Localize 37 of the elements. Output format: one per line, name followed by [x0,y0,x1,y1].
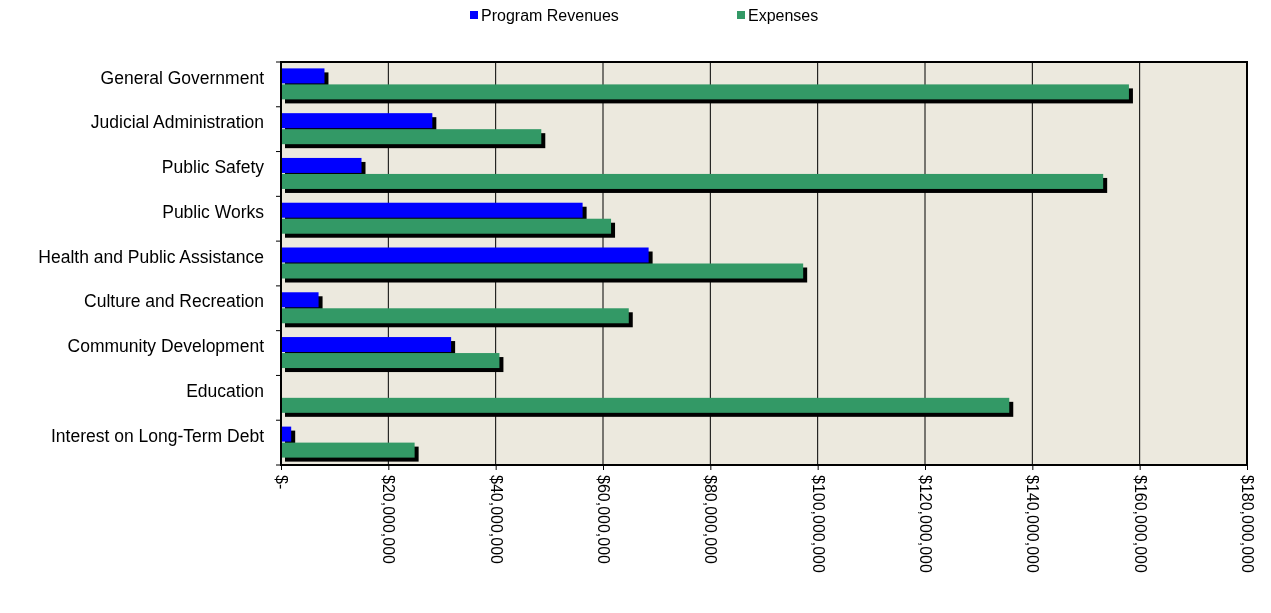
bar [281,157,362,173]
bar [281,308,629,324]
bar [281,292,319,308]
bar [281,68,325,84]
x-tick-label: $140,000,000 [1024,475,1042,573]
y-tick-label: Education [186,380,264,401]
legend-label: Program Revenues [481,7,619,24]
bar [281,129,542,145]
y-tick-label: Public Works [162,201,265,222]
x-tick-label: $60,000,000 [594,475,612,565]
bar [281,337,452,353]
bar [281,202,583,218]
x-tick-label: $20,000,000 [380,475,398,565]
x-tick-label: $- [272,475,290,490]
bar [281,173,1104,189]
x-tick-label: $40,000,000 [487,475,505,565]
y-tick-label: Judicial Administration [90,112,264,133]
y-tick-label: Community Development [67,336,265,357]
y-tick-label: Culture and Recreation [84,291,264,312]
bar [281,84,1129,100]
bar [281,442,415,458]
y-tick-label: Public Safety [161,157,265,178]
bar [281,218,612,234]
y-tick-label: General Government [100,67,265,88]
y-tick-label: Interest on Long-Term Debt [50,425,265,446]
y-tick-label: Health and Public Assistance [38,246,264,267]
bar [281,263,804,279]
bar [281,113,433,129]
x-tick-label: $80,000,000 [702,475,720,565]
x-tick-label: $160,000,000 [1131,475,1149,573]
bar [281,397,1010,413]
x-tick-label: $100,000,000 [809,475,827,573]
bar [281,353,500,369]
x-tick-label: $120,000,000 [916,475,934,573]
legend-label: Expenses [748,7,819,24]
x-tick-label: $180,000,000 [1238,475,1256,573]
bar [281,247,649,263]
